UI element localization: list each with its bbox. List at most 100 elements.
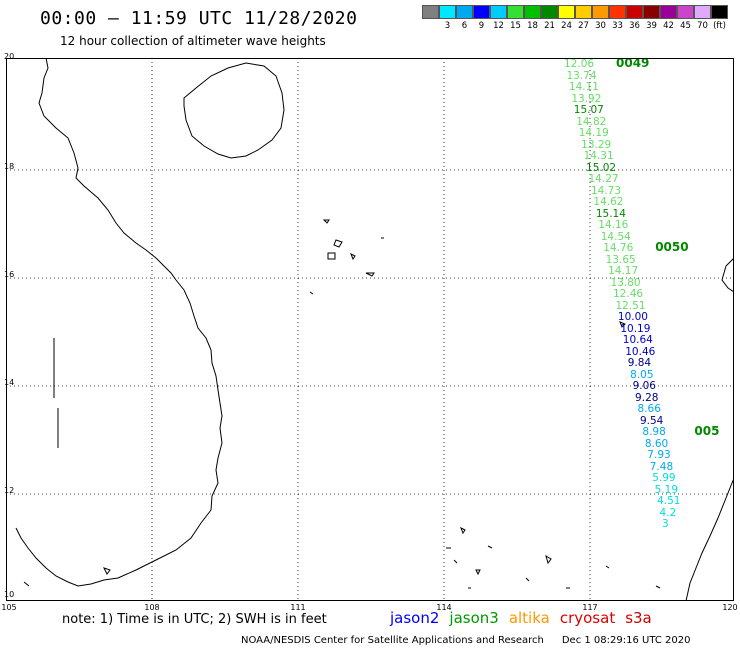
legend-swatch [626,5,643,19]
wave-height-reading: 14.31 [583,150,614,162]
legend-label: 42 [663,21,674,31]
wave-height-reading: 14.82 [576,115,607,128]
wave-height-reading: 5.99 [652,472,676,484]
legend-swatch [643,5,660,19]
wave-height-reading: 9.54 [639,414,664,427]
wave-height-reading: 14.27 [588,173,619,185]
color-scale-legend [422,5,728,19]
lat-label-18: 18 [4,162,15,171]
coastal-islets [23,338,111,587]
spratly-islands [446,526,661,589]
wave-height-reading: 9.28 [635,391,659,404]
lon-label-120: 120 [722,603,738,612]
legend-label: 3 [444,21,451,31]
legend-swatch [490,5,507,19]
wave-height-reading: 8.66 [637,403,661,415]
wave-height-reading: 12.51 [615,299,646,312]
wave-height-reading: 10.46 [625,345,656,358]
wave-height-reading: 8.60 [644,437,669,450]
lon-label-114: 114 [436,603,452,612]
legend-label: 45 [680,21,691,31]
wave-height-reading: 9.84 [627,357,652,369]
lon-label-117: 117 [582,603,598,612]
wave-height-reading: 14.73 [590,184,621,197]
wave-height-reading: 10.64 [622,334,653,346]
satellite-name: s3a [625,609,652,627]
small-islands [309,219,626,328]
wave-height-reading: 4.51 [657,495,681,507]
satellite-name: jason3 [449,609,499,627]
legend-label: 9 [478,21,485,31]
wave-height-reading: 7.93 [647,449,671,461]
legend-label: (ft) [713,21,726,31]
legend-swatch [422,5,439,19]
wave-height-reading: 10.00 [617,311,648,323]
legend-label: 30 [595,21,606,31]
legend-label: 24 [561,21,572,31]
wave-height-reading: 14.16 [598,219,629,231]
grid-lines [6,58,734,601]
legend-swatch [558,5,575,19]
lat-label-20: 20 [4,52,15,61]
lat-label-10: 10 [4,590,15,599]
wave-height-reading: 5.19 [654,483,679,496]
wave-height-reading: 9.06 [632,380,656,392]
wave-height-reading: 14.17 [608,265,639,277]
legend-swatch [677,5,694,19]
map-canvas [6,58,734,601]
wave-height-reading: 14.11 [568,81,599,93]
wave-height-reading: 8.05 [630,368,654,381]
wave-height-reading: 12.06 [564,58,595,70]
legend-swatch [711,5,728,19]
wave-height-reading: 14.19 [578,127,609,139]
wave-height-reading: 15.14 [595,207,626,220]
wave-height-reading: 4.2 [659,506,677,519]
wave-height-reading: 13.65 [605,253,636,266]
satellite-name: altika [508,609,550,627]
lat-label-12: 12 [4,486,15,495]
legend-spacer [422,21,439,31]
generated-timestamp: Dec 1 08:29:16 UTC 2020 [561,635,691,646]
legend-swatch [694,5,711,19]
credit-text: NOAA/NESDIS Center for Satellite Applica… [241,635,544,646]
wave-height-reading: 13.80 [610,276,641,289]
wave-height-reading: 14.76 [603,242,634,254]
track-time-label: 0049 [616,58,650,70]
legend-swatch [660,5,677,19]
philippines-coast [721,257,734,293]
palawan-coast [685,477,734,601]
hainan-island [183,62,285,159]
wave-height-reading: 13.29 [581,138,612,151]
legend-swatch [507,5,524,19]
wave-height-reading: 8.98 [642,426,666,438]
wave-height-reading: 13.92 [571,92,602,105]
legend-swatch [524,5,541,19]
legend-swatch [575,5,592,19]
legend-label: 27 [578,21,589,31]
wave-height-reading: 13.74 [566,69,597,82]
legend-swatch [456,5,473,19]
map-area[interactable]: 12.06 0049 13.74 14.11 13.92 15.07 14.82 14.19 1… [6,58,734,601]
lat-label-14: 14 [4,378,15,387]
page-title: 00:00 – 11:59 UTC 11/28/2020 [40,8,358,29]
wave-height-reading: 14.62 [593,196,624,208]
lon-label-105: 105 [1,603,17,612]
legend-label: 18 [527,21,538,31]
satellite-legend: jason2 jason3 altika cryosat s3a [390,609,652,627]
wave-height-reading: 12.46 [613,288,644,300]
lon-label-108: 108 [144,603,160,612]
page-subtitle: 12 hour collection of altimeter wave hei… [60,34,326,48]
legend-swatch [541,5,558,19]
satellite-name: jason2 [390,609,440,627]
track-time-label: 0050 [655,240,689,254]
wave-height-reading: 10.19 [620,322,651,335]
legend-label: 21 [544,21,555,31]
footer-note: note: 1) Time is in UTC; 2) SWH is in fe… [62,612,327,627]
legend-label: 15 [510,21,521,31]
satellite-name: cryosat [559,609,616,627]
track-time-label: 005 [694,424,720,438]
legend-label: 36 [629,21,640,31]
wave-height-reading: 7.48 [649,460,674,473]
lon-label-111: 111 [290,603,306,612]
legend-label: 33 [612,21,623,31]
